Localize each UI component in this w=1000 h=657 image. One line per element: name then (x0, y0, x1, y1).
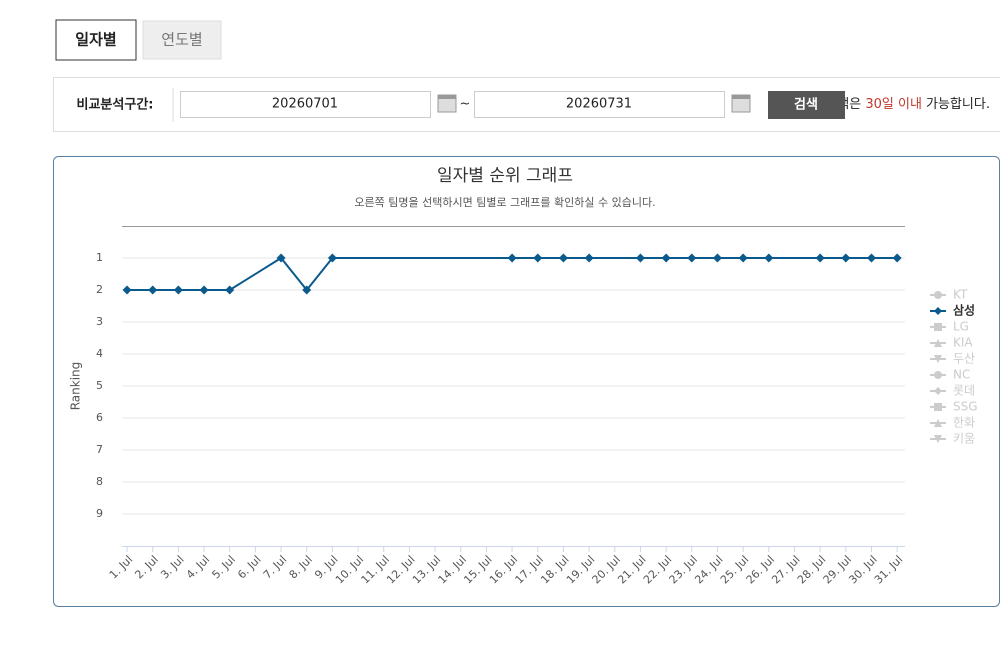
legend-label[interactable]: SSG (953, 400, 978, 414)
legend-symbol (934, 403, 942, 411)
chart-title: 일자별 순위 그래프 (437, 166, 573, 186)
calendar-top[interactable] (732, 95, 750, 99)
y-tick-label: 5 (96, 379, 103, 392)
y-tick-label: 9 (96, 507, 103, 520)
legend-label[interactable]: 키움 (953, 432, 975, 446)
legend-label[interactable]: LG (953, 320, 969, 334)
calendar-top[interactable] (438, 95, 456, 99)
legend-label[interactable]: 두산 (953, 352, 975, 366)
calendar-icon[interactable] (438, 95, 456, 112)
legend-symbol (934, 323, 942, 331)
y-tick-label: 2 (96, 283, 103, 296)
start-date[interactable]: 20260701 (272, 97, 338, 112)
y-tick-label: 8 (96, 475, 103, 488)
tab-label[interactable]: 연도별 (161, 31, 202, 49)
note-highlight: 30일 이내 (865, 97, 922, 112)
y-tick-label: 7 (96, 443, 103, 456)
legend-label[interactable]: 롯데 (953, 384, 975, 398)
legend-label[interactable]: KIA (953, 336, 973, 350)
y-tick-label: 3 (96, 315, 103, 328)
legend-label[interactable]: NC (953, 368, 970, 382)
chart-panel (54, 157, 1000, 607)
search-button-label[interactable]: 검색 (794, 98, 818, 113)
y-tick-label: 6 (96, 411, 103, 424)
calendar-icon[interactable] (732, 95, 750, 112)
tab-label[interactable]: 일자별 (75, 31, 116, 49)
separator: ~ (460, 97, 471, 112)
legend-symbol (934, 371, 942, 379)
legend-label[interactable]: 삼성 (953, 303, 975, 318)
y-tick-label: 4 (96, 347, 103, 360)
legend-label[interactable]: 한화 (953, 416, 975, 430)
search-label: 비교분석구간: (77, 97, 154, 113)
chart-subtitle: 오른쪽 팀명을 선택하시면 팀별로 그래프를 확인하실 수 있습니다. (354, 195, 655, 209)
end-date[interactable]: 20260731 (566, 97, 632, 112)
legend-symbol (934, 291, 942, 299)
legend-label[interactable]: KT (953, 288, 968, 302)
y-axis-title: Ranking (69, 362, 83, 411)
y-tick-label: 1 (96, 251, 103, 264)
note-text: 가능합니다. (922, 97, 990, 112)
